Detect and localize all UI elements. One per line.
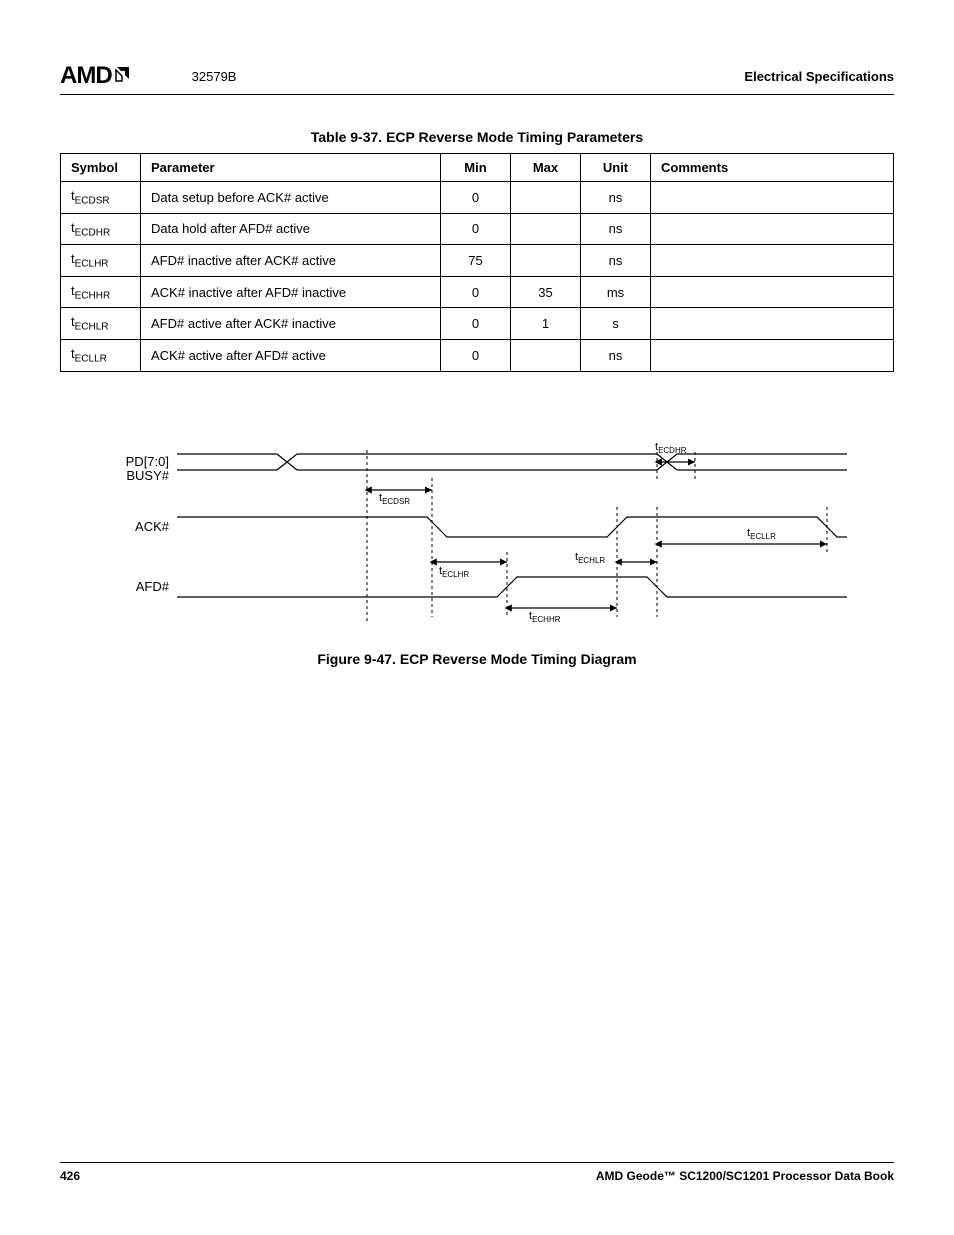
cell-symbol: tECHHR — [61, 276, 141, 308]
timing-diagram: PD[7:0]BUSY# ACK# AFD# tECDSR tECDHR tECLHR tE… — [97, 422, 857, 637]
svg-text:tECLHR: tECLHR — [439, 565, 469, 579]
col-symbol: Symbol — [61, 154, 141, 182]
col-min: Min — [441, 154, 511, 182]
cell-min: 0 — [441, 339, 511, 371]
cell-param: AFD# inactive after ACK# active — [141, 245, 441, 277]
svg-text:ACK#: ACK# — [135, 519, 170, 534]
cell-unit: ns — [581, 213, 651, 245]
cell-unit: ns — [581, 339, 651, 371]
table-row: tECDSRData setup before ACK# active0 ns — [61, 182, 894, 214]
svg-text:PD[7:0]: PD[7:0] — [126, 454, 169, 469]
cell-min: 0 — [441, 308, 511, 340]
svg-text:tECDSR: tECDSR — [379, 492, 410, 506]
svg-text:tECDHR: tECDHR — [655, 441, 687, 455]
svg-text:tECLLR: tECLLR — [747, 527, 776, 541]
cell-param: ACK# active after AFD# active — [141, 339, 441, 371]
cell-min: 0 — [441, 276, 511, 308]
page-header: AMD 32579B Electrical Specifications — [60, 62, 894, 95]
amd-logo: AMD — [60, 62, 134, 90]
cell-comments — [651, 339, 894, 371]
table-row: tECDHRData hold after AFD# active0 ns — [61, 213, 894, 245]
cell-max — [511, 245, 581, 277]
col-unit: Unit — [581, 154, 651, 182]
svg-text:BUSY#: BUSY# — [126, 468, 169, 483]
cell-param: Data setup before ACK# active — [141, 182, 441, 214]
cell-symbol: tECDHR — [61, 213, 141, 245]
cell-min: 0 — [441, 182, 511, 214]
cell-symbol: tECHLR — [61, 308, 141, 340]
cell-unit: ns — [581, 182, 651, 214]
table-header-row: Symbol Parameter Min Max Unit Comments — [61, 154, 894, 182]
logo-text: AMD — [60, 62, 112, 90]
cell-max — [511, 182, 581, 214]
cell-max — [511, 339, 581, 371]
table-row: tECHHRACK# inactive after AFD# inactive0… — [61, 276, 894, 308]
cell-comments — [651, 182, 894, 214]
svg-text:tECHHR: tECHHR — [529, 610, 561, 624]
footer-book-title: AMD Geode™ SC1200/SC1201 Processor Data … — [596, 1169, 894, 1183]
cell-min: 0 — [441, 213, 511, 245]
svg-text:tECHLR: tECHLR — [575, 551, 605, 565]
cell-param: ACK# inactive after AFD# inactive — [141, 276, 441, 308]
cell-unit: s — [581, 308, 651, 340]
table-row: tECLLRACK# active after AFD# active0 ns — [61, 339, 894, 371]
svg-text:AFD#: AFD# — [136, 579, 170, 594]
cell-comments — [651, 213, 894, 245]
cell-unit: ns — [581, 245, 651, 277]
col-max: Max — [511, 154, 581, 182]
cell-max: 35 — [511, 276, 581, 308]
params-table: Symbol Parameter Min Max Unit Comments t… — [60, 153, 894, 372]
cell-max: 1 — [511, 308, 581, 340]
page-number: 426 — [60, 1169, 80, 1183]
cell-param: AFD# active after ACK# inactive — [141, 308, 441, 340]
page-footer: 426 AMD Geode™ SC1200/SC1201 Processor D… — [60, 1162, 894, 1183]
cell-min: 75 — [441, 245, 511, 277]
cell-symbol: tECLLR — [61, 339, 141, 371]
cell-comments — [651, 308, 894, 340]
doc-number: 32579B — [192, 69, 237, 84]
cell-param: Data hold after AFD# active — [141, 213, 441, 245]
table-row: tECHLRAFD# active after ACK# inactive01s — [61, 308, 894, 340]
cell-symbol: tECLHR — [61, 245, 141, 277]
logo-arrow-icon — [114, 62, 134, 90]
col-parameter: Parameter — [141, 154, 441, 182]
col-comments: Comments — [651, 154, 894, 182]
section-title: Electrical Specifications — [744, 69, 894, 84]
table-row: tECLHRAFD# inactive after ACK# active75 n… — [61, 245, 894, 277]
cell-symbol: tECDSR — [61, 182, 141, 214]
cell-comments — [651, 276, 894, 308]
figure-title: Figure 9-47. ECP Reverse Mode Timing Dia… — [60, 651, 894, 667]
table-title: Table 9-37. ECP Reverse Mode Timing Para… — [60, 129, 894, 145]
cell-max — [511, 213, 581, 245]
cell-unit: ms — [581, 276, 651, 308]
cell-comments — [651, 245, 894, 277]
